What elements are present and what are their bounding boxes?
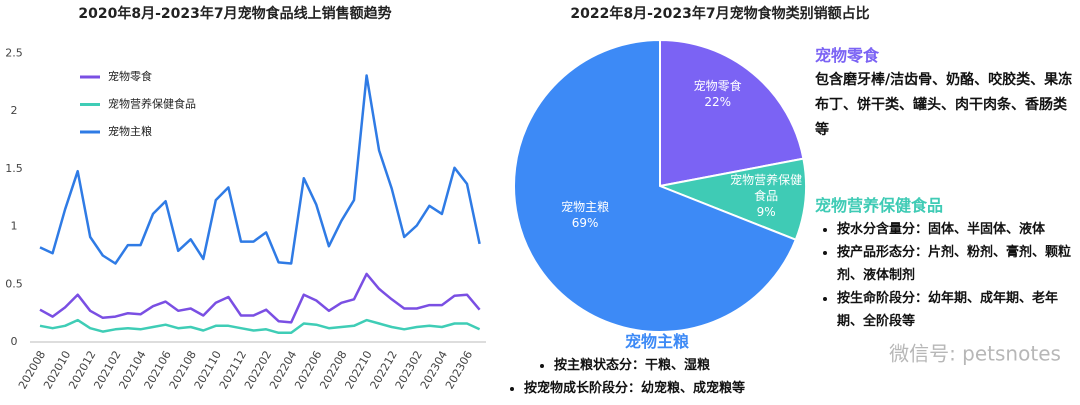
annotation-title: 宠物零食	[815, 46, 880, 65]
chart-title: 2022年8月-2023年7月宠物食物类别销额占比	[570, 5, 869, 22]
slice-label: 宠物主粮 69%	[535, 199, 635, 231]
pie-slice	[659, 38, 805, 188]
bullet: 按生命阶段分：幼年期、成年期、老年期、全阶段等	[837, 287, 1077, 333]
y-tick-label: 1	[11, 220, 18, 233]
pie-slice	[513, 38, 798, 333]
y-tick-label: 0	[11, 335, 18, 348]
series-line	[39, 272, 481, 324]
slice-value: 69%	[571, 215, 599, 230]
y-tick-label: 0.5	[5, 277, 23, 290]
annotation: 宠物主粮按主粮状态分：干粮、湿粮按宠物成长阶段分：幼宠粮、成宠粮等	[510, 328, 840, 400]
slice-name: 宠物营养保健食品	[730, 173, 803, 204]
slice-name: 宠物零食	[693, 79, 742, 94]
annotation-text: 包含磨牙棒/洁齿骨、奶酪、咬胶类、果冻布丁、饼干类、罐头、肉干肉条、香肠类等	[815, 72, 1073, 138]
bullet-list: 按主粮状态分：干粮、湿粮按宠物成长阶段分：幼宠粮、成宠粮等	[510, 354, 840, 400]
bullet: 按宠物成长阶段分：幼宠粮、成宠粮等	[524, 377, 840, 400]
watermark: 微信号: petsnotes	[889, 342, 1061, 366]
bullet: 按产品形态分：片剂、粉剂、膏剂、颗粒剂、液体制剂	[837, 241, 1077, 287]
legend-label: 宠物营养保健食品	[108, 97, 196, 111]
bullet: 按主粮状态分：干粮、湿粮	[554, 354, 840, 377]
chart-title: 2020年8月-2023年7月宠物食品线上销售额趋势	[78, 5, 391, 22]
slice-label: 宠物零食 22%	[668, 78, 768, 110]
slice-label: 宠物营养保健食品 9%	[730, 172, 802, 220]
slice-value: 9%	[756, 205, 776, 220]
series-line	[39, 318, 481, 335]
y-tick-label: 2	[11, 104, 18, 117]
y-tick-label: 2.5	[5, 47, 23, 60]
legend-label: 宠物主粮	[108, 124, 152, 138]
bullet-list: 按水分含量分：固体、半固体、液体按产品形态分：片剂、粉剂、膏剂、颗粒剂、液体制剂…	[815, 218, 1077, 333]
annotation-title: 宠物营养保健食品	[815, 196, 944, 215]
annotation-title: 宠物主粮	[625, 332, 690, 351]
legend-label: 宠物零食	[108, 69, 152, 83]
slice-name: 宠物主粮	[561, 199, 610, 214]
pie-slice	[656, 157, 807, 242]
annotation: 宠物营养保健食品按水分含量分：固体、半固体、液体按产品形态分：片剂、粉剂、膏剂、…	[815, 192, 1077, 333]
y-tick-label: 1.5	[5, 162, 23, 175]
series-line	[39, 74, 481, 265]
annotation: 宠物零食包含磨牙棒/洁齿骨、奶酪、咬胶类、果冻布丁、饼干类、罐头、肉干肉条、香肠…	[815, 42, 1077, 143]
slice-value: 22%	[704, 95, 732, 110]
bullet: 按水分含量分：固体、半固体、液体	[837, 218, 1077, 241]
